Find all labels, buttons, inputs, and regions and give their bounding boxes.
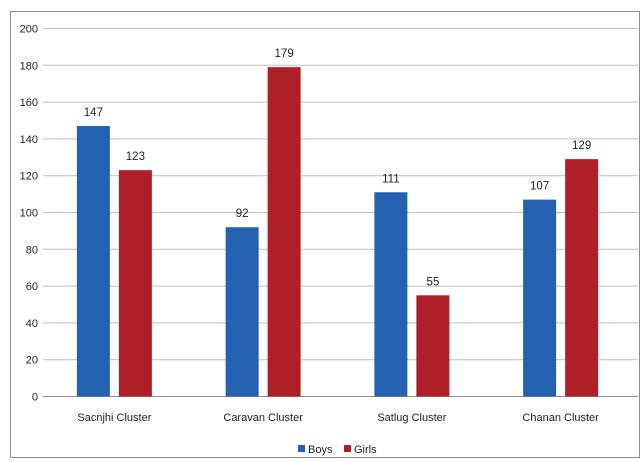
data-label: 111 bbox=[382, 173, 399, 185]
category-label: Caravan Cluster bbox=[223, 412, 303, 424]
legend-label-girls: Girls bbox=[354, 444, 377, 456]
bar-girls bbox=[416, 295, 450, 397]
data-label: 129 bbox=[572, 140, 591, 152]
bar-boys bbox=[523, 199, 557, 397]
bar-boys bbox=[374, 192, 408, 397]
data-label: 92 bbox=[236, 208, 249, 220]
legend-swatch-boys bbox=[298, 445, 305, 452]
legend: Boys Girls bbox=[298, 444, 377, 456]
category-label: Sacnjhi Cluster bbox=[77, 412, 151, 424]
y-tick-label: 20 bbox=[26, 355, 38, 367]
data-label: 179 bbox=[275, 48, 294, 60]
y-tick-label: 200 bbox=[20, 24, 38, 36]
category-label: Chanan Cluster bbox=[522, 412, 599, 424]
y-tick-label: 160 bbox=[20, 97, 38, 109]
bar-boys bbox=[76, 126, 110, 397]
y-tick-label: 60 bbox=[26, 281, 38, 293]
legend-swatch-girls bbox=[344, 445, 351, 452]
y-tick-label: 40 bbox=[26, 318, 38, 330]
data-label: 147 bbox=[84, 107, 103, 119]
category-label: Satlug Cluster bbox=[377, 412, 446, 424]
data-label: 55 bbox=[426, 276, 439, 288]
bar-girls bbox=[565, 159, 599, 397]
y-axis-ticks: 0 20 40 60 80 100 120 140 160 180 200 bbox=[20, 24, 38, 404]
bar-girls bbox=[118, 170, 152, 397]
data-label: 107 bbox=[530, 181, 549, 193]
y-tick-label: 120 bbox=[20, 171, 38, 183]
y-tick-label: 180 bbox=[20, 60, 38, 72]
data-label: 123 bbox=[126, 151, 145, 163]
y-tick-label: 0 bbox=[32, 392, 38, 404]
data-labels: 147 123 92 179 111 55 107 129 bbox=[84, 48, 591, 288]
bar-girls bbox=[267, 67, 301, 397]
y-tick-label: 140 bbox=[20, 134, 38, 146]
y-tick-label: 80 bbox=[26, 244, 38, 256]
x-axis-categories: Sacnjhi Cluster Caravan Cluster Satlug Clu… bbox=[77, 412, 599, 424]
y-tick-label: 100 bbox=[20, 208, 38, 220]
chart-frame: 0 20 40 60 80 100 120 140 160 180 200 147 123 92 179 1… bbox=[10, 11, 640, 458]
bar-boys bbox=[225, 227, 259, 397]
legend-label-boys: Boys bbox=[308, 444, 333, 456]
bars bbox=[76, 67, 599, 397]
